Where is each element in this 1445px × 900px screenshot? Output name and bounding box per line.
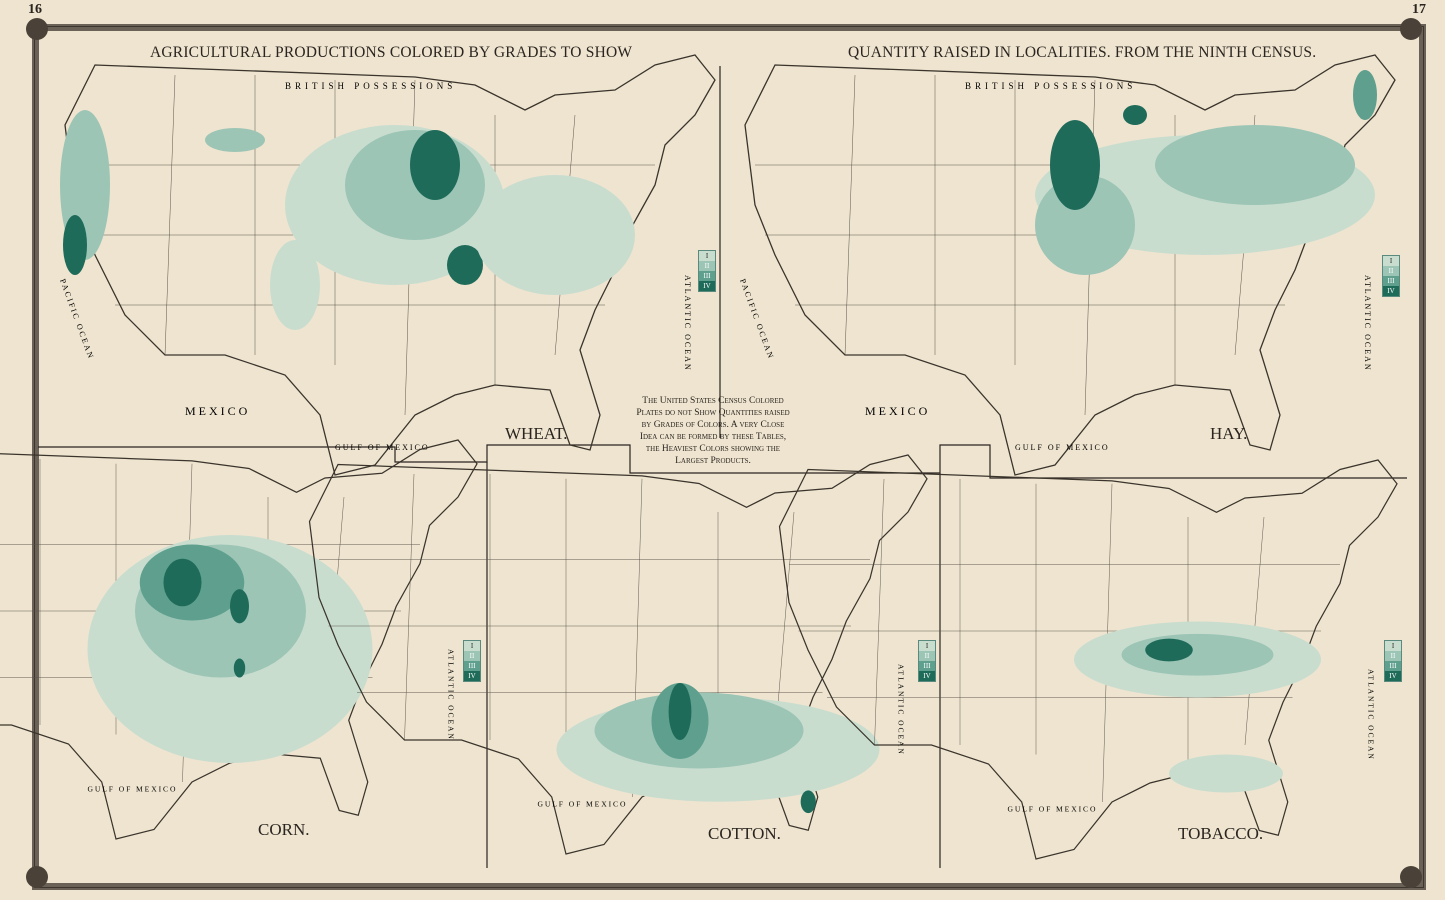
legend-grade-2: II [919,651,935,661]
map-title-wheat: WHEAT. [505,424,568,443]
panel-dividers [38,66,1407,868]
legend-grade-4: IV [1383,286,1399,296]
legend-grade-2: II [1385,651,1401,661]
legend-grade-1: I [1383,256,1399,266]
legend-grade-4: IV [919,671,935,681]
tobacco-production-areas [1074,621,1321,793]
map-wheat: BRITISH POSSESSIONS MEXICO GULF OF MEXIC… [58,54,716,476]
legend-grade-3: III [1383,276,1399,286]
corner-ornament-icon [26,866,48,888]
corner-ornament-icon [1400,866,1422,888]
label-gulf-of-mexico: GULF OF MEXICO [1015,443,1110,452]
map-title-tobacco: TOBACCO. [1178,824,1264,843]
census-note: The United States Census Colored Plates … [636,396,790,466]
map-title-cotton: COTTON. [708,824,781,843]
label-atlantic-ocean: ATLANTIC OCEAN [1363,275,1372,372]
legend-grade-2: II [464,651,480,661]
label-gulf-of-mexico: GULF OF MEXICO [538,800,628,809]
cotton-production-areas [556,683,880,814]
legend-wheat: I II III IV [698,250,716,292]
legend-corn: I II III IV [463,640,481,682]
corn-production-areas [87,535,373,763]
corner-ornament-icon [1400,18,1422,40]
legend-cotton: I II III IV [918,640,936,682]
label-pacific-ocean: PACIFIC OCEAN [738,278,776,361]
hay-production-areas [1035,70,1377,275]
map-hay: BRITISH POSSESSIONS MEXICO GULF OF MEXIC… [738,54,1396,476]
map-tobacco: GULF OF MEXICO ATLANTIC OCEAN [778,459,1398,860]
label-atlantic-ocean: ATLANTIC OCEAN [1367,669,1376,761]
map-title-hay: HAY. [1210,424,1248,443]
legend-grade-3: III [919,661,935,671]
label-mexico: MEXICO [185,404,250,418]
label-atlantic-ocean: ATLANTIC OCEAN [897,664,906,756]
legend-hay: I II III IV [1382,255,1400,297]
map-cotton: GULF OF MEXICO ATLANTIC OCEAN [308,454,928,855]
legend-grade-4: IV [464,671,480,681]
title-left: AGRICULTURAL PRODUCTIONS COLORED BY GRAD… [150,44,633,61]
legend-grade-1: I [464,641,480,651]
page-number-right: 17 [1412,2,1426,17]
title-right: QUANTITY RAISED IN LOCALITIES. FROM THE … [848,44,1317,61]
legend-grade-2: II [1383,266,1399,276]
wheat-production-areas [60,110,635,330]
label-gulf-of-mexico: GULF OF MEXICO [1008,805,1098,814]
label-atlantic-ocean: ATLANTIC OCEAN [683,275,692,372]
label-mexico: MEXICO [865,404,930,418]
legend-grade-4: IV [1385,671,1401,681]
legend-grade-4: IV [699,281,715,291]
legend-grade-1: I [919,641,935,651]
legend-grade-2: II [699,261,715,271]
map-title-corn: CORN. [258,820,310,839]
legend-grade-3: III [464,661,480,671]
page-number-left: 16 [28,2,42,17]
legend-tobacco: I II III IV [1384,640,1402,682]
label-british-possessions: BRITISH POSSESSIONS [285,81,456,91]
label-pacific-ocean: PACIFIC OCEAN [58,278,96,361]
legend-grade-1: I [699,251,715,261]
label-atlantic-ocean: ATLANTIC OCEAN [447,649,456,741]
legend-grade-3: III [1385,661,1401,671]
label-gulf-of-mexico: GULF OF MEXICO [88,785,178,794]
map-corn: GULF OF MEXICO ATLANTIC OCEAN [0,439,478,840]
legend-grade-1: I [1385,641,1401,651]
corner-ornament-icon [26,18,48,40]
legend-grade-3: III [699,271,715,281]
decorative-border [32,24,1426,890]
label-british-possessions: BRITISH POSSESSIONS [965,81,1136,91]
label-gulf-of-mexico: GULF OF MEXICO [335,443,430,452]
